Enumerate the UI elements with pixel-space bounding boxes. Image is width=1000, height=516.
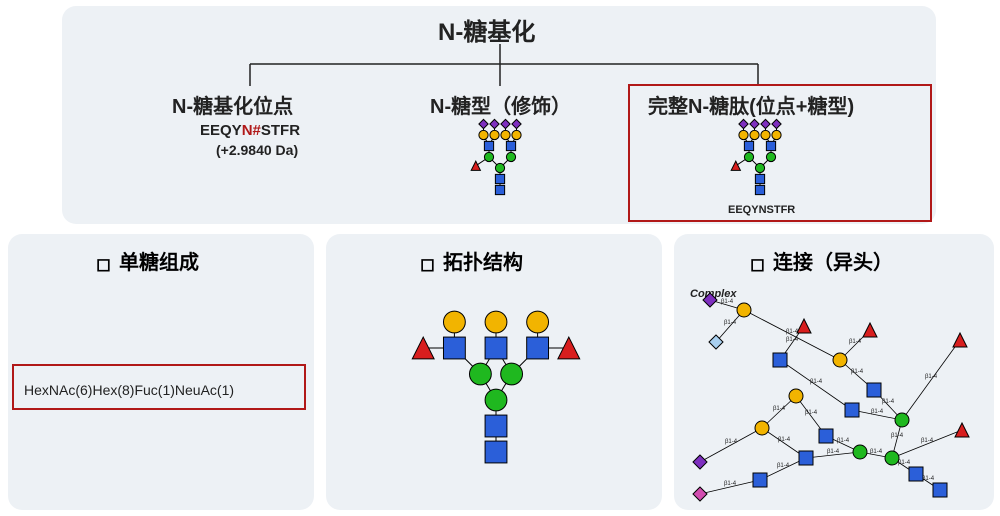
svg-text:β1-4: β1-4 (837, 438, 850, 444)
svg-text:β1-4: β1-4 (725, 439, 738, 445)
svg-text:β1-4: β1-4 (724, 481, 737, 487)
complex-network: β1-4 β1-4 β1-4 β1-4 β1-4 β1-4 β1-4 β1-4 β1-4 β1-4… (0, 0, 1000, 516)
svg-text:β1-4: β1-4 (724, 320, 737, 326)
svg-text:β1-4: β1-4 (777, 463, 790, 469)
svg-text:β1-4: β1-4 (851, 369, 864, 375)
svg-text:β1-4: β1-4 (778, 437, 791, 443)
svg-text:β1-4: β1-4 (849, 339, 862, 345)
svg-text:β1-4: β1-4 (891, 433, 904, 439)
svg-text:β1-4: β1-4 (786, 337, 799, 343)
svg-text:β1-4: β1-4 (827, 449, 840, 455)
svg-text:β1-4: β1-4 (786, 329, 799, 335)
svg-text:β1-4: β1-4 (805, 410, 818, 416)
svg-text:β1-4: β1-4 (882, 399, 895, 405)
svg-text:β1-4: β1-4 (921, 438, 934, 444)
svg-text:β1-4: β1-4 (773, 406, 786, 412)
svg-text:β1-4: β1-4 (925, 374, 938, 380)
svg-text:β1-4: β1-4 (721, 299, 734, 305)
svg-text:β1-4: β1-4 (810, 379, 823, 385)
svg-text:β1-4: β1-4 (898, 460, 911, 466)
svg-text:β1-4: β1-4 (870, 449, 883, 455)
svg-text:β1-4: β1-4 (871, 409, 884, 415)
svg-text:β1-4: β1-4 (922, 476, 935, 482)
